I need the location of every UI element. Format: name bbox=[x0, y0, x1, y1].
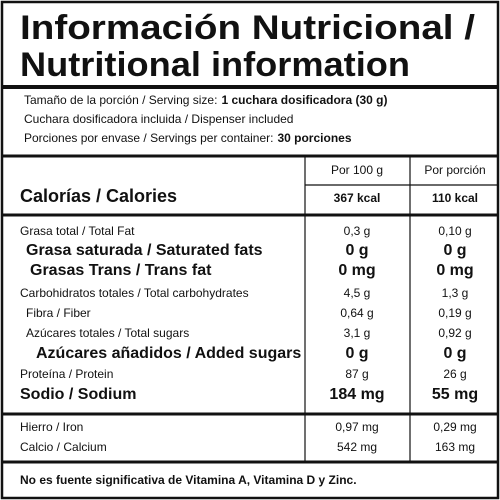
nutrient-value: 0,64 g bbox=[340, 306, 373, 320]
nutrient-value: 0,19 g bbox=[438, 306, 471, 320]
mineral-value: 0,29 mg bbox=[433, 420, 476, 434]
nutrient-value: 87 g bbox=[345, 367, 368, 381]
nutrient-label: Grasa saturada / Saturated fats bbox=[26, 242, 263, 259]
mineral-label: Hierro / Iron bbox=[20, 420, 83, 434]
nutrient-value: 184 mg bbox=[329, 386, 384, 403]
nutrient-value: 0 g bbox=[443, 345, 466, 362]
serving-line: Porciones por envase / Servings per cont… bbox=[24, 131, 352, 145]
nutrient-value: 3,1 g bbox=[344, 326, 371, 340]
serving-line: Cuchara dosificadora incluida / Dispense… bbox=[24, 112, 293, 126]
calories-value: 110 kcal bbox=[432, 191, 478, 205]
serving-value: 1 cuchara dosificadora (30 g) bbox=[221, 93, 387, 107]
nutrient-value: 0,10 g bbox=[438, 224, 471, 238]
serving-label: Tamaño de la porción / Serving size: bbox=[24, 93, 217, 107]
nutrient-value: 0,92 g bbox=[438, 326, 471, 340]
mineral-value: 163 mg bbox=[435, 440, 475, 454]
calories-label: Calorías / Calories bbox=[20, 186, 177, 206]
nutrient-label: Proteína / Protein bbox=[20, 367, 113, 381]
nutrient-label: Sodio / Sodium bbox=[20, 386, 136, 403]
column-header: Por 100 g bbox=[331, 163, 383, 177]
nutrient-value: 0,3 g bbox=[344, 224, 371, 238]
nutrient-value: 0 mg bbox=[436, 262, 473, 279]
nutrient-label: Azúcares totales / Total sugars bbox=[26, 326, 189, 340]
column-header: Por porción bbox=[424, 163, 485, 177]
nutrient-value: 0 g bbox=[443, 242, 466, 259]
nutrient-value: 0 mg bbox=[338, 262, 375, 279]
nutrient-value: 26 g bbox=[443, 367, 466, 381]
nutrient-label: Fibra / Fiber bbox=[26, 306, 91, 320]
nutrient-label: Azúcares añadidos / Added sugars bbox=[36, 345, 301, 362]
nutrient-value: 55 mg bbox=[432, 386, 478, 403]
mineral-label: Calcio / Calcium bbox=[20, 440, 107, 454]
nutrient-value: 0 g bbox=[345, 242, 368, 259]
mineral-value: 542 mg bbox=[337, 440, 377, 454]
nutrient-value: 1,3 g bbox=[442, 286, 469, 300]
title-line: Información Nutricional / bbox=[20, 9, 476, 47]
nutrient-label: Grasas Trans / Trans fat bbox=[30, 262, 212, 279]
title-line: Nutritional information bbox=[20, 46, 410, 84]
nutrient-value: 0 g bbox=[345, 345, 368, 362]
serving-value: 30 porciones bbox=[277, 131, 351, 145]
footnote: No es fuente significativa de Vitamina A… bbox=[20, 473, 357, 487]
calories-value: 367 kcal bbox=[334, 191, 381, 205]
mineral-value: 0,97 mg bbox=[335, 420, 378, 434]
nutrient-label: Carbohidratos totales / Total carbohydra… bbox=[20, 286, 249, 300]
nutrient-label: Grasa total / Total Fat bbox=[20, 224, 135, 238]
nutrient-value: 4,5 g bbox=[344, 286, 371, 300]
serving-label: Porciones por envase / Servings per cont… bbox=[24, 131, 273, 145]
serving-line: Tamaño de la porción / Serving size: 1 cu… bbox=[24, 93, 388, 107]
